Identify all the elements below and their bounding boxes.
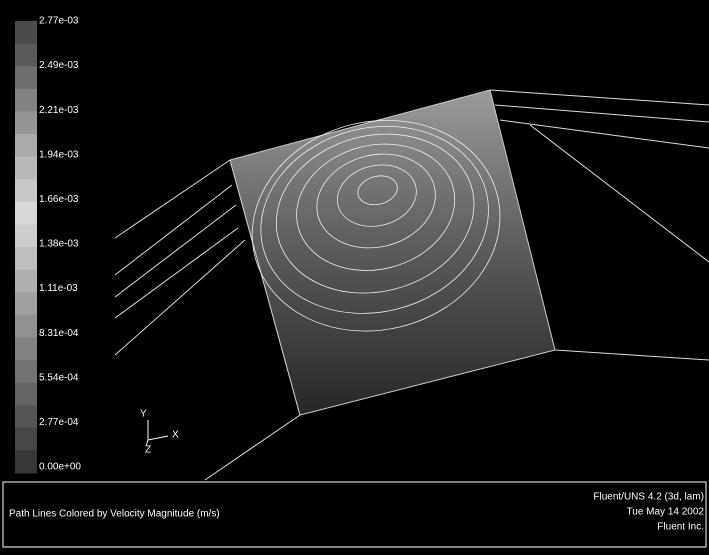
colorbar-swatch bbox=[15, 21, 37, 44]
colorbar-swatch bbox=[15, 89, 37, 112]
colorbar-label: 5.54e-04 bbox=[39, 372, 79, 383]
colorbar-swatch bbox=[15, 44, 37, 67]
colorbar-swatch bbox=[15, 134, 37, 157]
colorbar-swatch bbox=[15, 111, 37, 134]
colorbar-swatch bbox=[15, 360, 37, 383]
colorbar-swatch bbox=[15, 224, 37, 247]
colorbar-label: 0.00e+00 bbox=[39, 462, 81, 473]
axis-label: X bbox=[172, 430, 179, 441]
footer-title: Path Lines Colored by Velocity Magnitude… bbox=[9, 509, 220, 520]
axis-label: Y bbox=[140, 409, 147, 420]
colorbar-label: 8.31e-04 bbox=[39, 328, 79, 339]
colorbar-swatch bbox=[15, 383, 37, 406]
colorbar-swatch bbox=[15, 179, 37, 202]
colorbar-swatch bbox=[15, 202, 37, 225]
footer-info: Fluent/UNS 4.2 (3d, lam) bbox=[593, 492, 704, 503]
colorbar-swatch bbox=[15, 428, 37, 451]
colorbar-label: 1.11e-03 bbox=[39, 283, 78, 294]
colorbar-swatch bbox=[15, 315, 37, 338]
footer-info: Fluent Inc. bbox=[657, 522, 704, 533]
colorbar-label: 2.21e-03 bbox=[39, 105, 79, 116]
colorbar-swatch bbox=[15, 270, 37, 293]
colorbar-swatch bbox=[15, 66, 37, 89]
axis-label: Z bbox=[145, 445, 151, 456]
colorbar-swatch bbox=[15, 450, 37, 473]
colorbar-swatch bbox=[15, 292, 37, 315]
colorbar-label: 2.77e-03 bbox=[39, 16, 79, 27]
colorbar-swatch bbox=[15, 247, 37, 270]
colorbar-swatch bbox=[15, 337, 37, 360]
colorbar-label: 1.66e-03 bbox=[39, 194, 79, 205]
colorbar-swatch bbox=[15, 157, 37, 180]
footer-info: Tue May 14 2002 bbox=[627, 507, 705, 518]
colorbar-label: 2.49e-03 bbox=[39, 60, 79, 71]
colorbar-label: 2.77e-04 bbox=[39, 417, 79, 428]
colorbar-label: 1.94e-03 bbox=[39, 149, 79, 160]
colorbar-label: 1.38e-03 bbox=[39, 239, 79, 250]
colorbar-swatch bbox=[15, 405, 37, 428]
fluent-window: 2.77e-03 2.49e-03 2.21e-03 1.94e-03 1.66e-03… bbox=[0, 0, 709, 550]
